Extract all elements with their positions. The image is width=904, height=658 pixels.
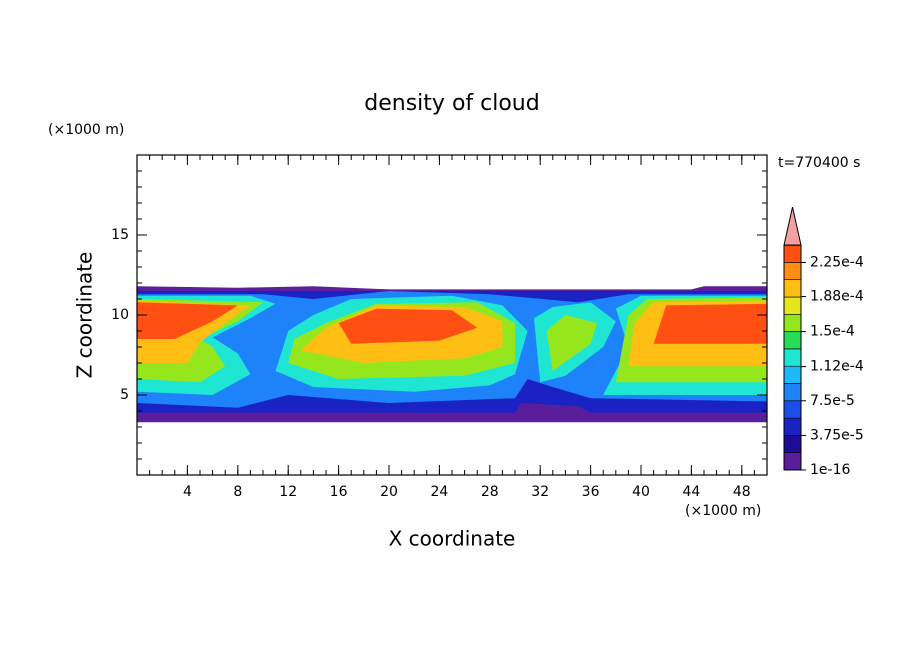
contour-region bbox=[137, 302, 238, 339]
x-tick-label: 4 bbox=[183, 484, 192, 500]
x-axis-label: X coordinate bbox=[389, 527, 516, 551]
contour-region bbox=[653, 303, 767, 344]
contour-field bbox=[137, 286, 767, 423]
colorbar-frame bbox=[783, 244, 802, 471]
y-tick-label: 5 bbox=[120, 387, 129, 403]
colorbar-swatch bbox=[783, 417, 802, 436]
colorbar-swatch bbox=[783, 313, 802, 332]
x-tick-label: 8 bbox=[233, 484, 242, 500]
x-tick-label: 48 bbox=[733, 484, 751, 500]
annotation: t=770400 s bbox=[778, 155, 860, 171]
x-tick-label: 20 bbox=[380, 484, 398, 500]
colorbar-swatch bbox=[783, 400, 802, 419]
colorbar-tick-label: 1.88e-4 bbox=[810, 289, 864, 305]
colorbar-tick-label: 2.25e-4 bbox=[810, 254, 864, 270]
colorbar-tick-label: 1e-16 bbox=[810, 462, 850, 478]
chart-title: density of cloud bbox=[364, 91, 539, 116]
x-tick-label: 44 bbox=[682, 484, 700, 500]
colorbar-swatch bbox=[783, 331, 802, 350]
x-tick-label: 32 bbox=[531, 484, 549, 500]
colorbar-swatch bbox=[783, 279, 802, 298]
colorbar-tick-label: 1.5e-4 bbox=[810, 324, 855, 340]
x-tick-label: 24 bbox=[430, 484, 448, 500]
colorbar-tick-label: 1.12e-4 bbox=[810, 359, 864, 375]
colorbar-swatch bbox=[783, 296, 802, 315]
y-unit: (×1000 m) bbox=[48, 122, 124, 138]
colorbar-swatch bbox=[783, 244, 802, 263]
x-tick-label: 40 bbox=[632, 484, 650, 500]
x-tick-label: 12 bbox=[279, 484, 297, 500]
colorbar-tick-label: 3.75e-5 bbox=[810, 427, 864, 443]
colorbar-swatch bbox=[783, 435, 802, 453]
x-tick-label: 36 bbox=[582, 484, 600, 500]
colorbar-extend bbox=[783, 206, 802, 246]
contour-region bbox=[338, 308, 478, 344]
colorbar-swatch bbox=[783, 383, 802, 402]
y-axis-label: Z coordinate bbox=[73, 252, 97, 379]
contour-region bbox=[546, 315, 597, 371]
colorbar-swatch bbox=[783, 365, 802, 384]
x-tick-label: 16 bbox=[330, 484, 348, 500]
x-tick-label: 28 bbox=[481, 484, 499, 500]
colorbar-swatch bbox=[783, 452, 802, 471]
colorbar-tick-label: 7.5e-5 bbox=[810, 393, 855, 409]
y-tick-label: 15 bbox=[111, 227, 129, 243]
y-tick-label: 10 bbox=[111, 307, 129, 323]
colorbar-swatch bbox=[783, 262, 802, 280]
colorbar-swatch bbox=[783, 348, 802, 367]
x-unit: (×1000 m) bbox=[685, 503, 761, 519]
